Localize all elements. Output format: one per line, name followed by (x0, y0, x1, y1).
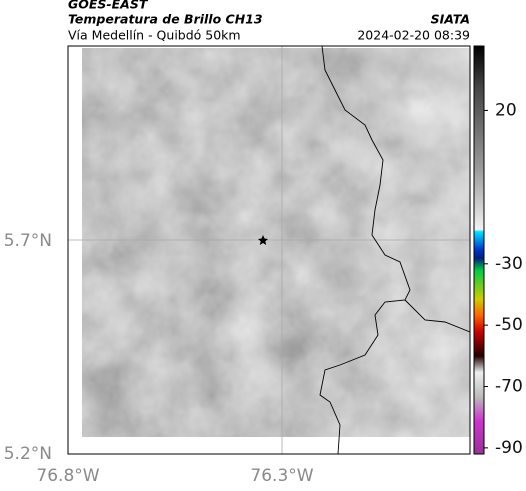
source: GOES-EAST (68, 0, 149, 12)
colorbar-tick-label: -90 (495, 438, 523, 458)
agency: SIATA (431, 12, 470, 27)
lon-label: 76.8°W (36, 466, 99, 486)
title: Temperatura de Brillo CH13 (68, 12, 263, 27)
colorbar-tick-label: 20 (495, 100, 517, 120)
colorbar-ticks: 20 -30 -50 -70 -90 (484, 100, 523, 458)
datetime: 2024-02-20 08:39 (357, 28, 470, 43)
colorbar-tick-label: -50 (495, 315, 523, 335)
lat-label: 5.2°N (4, 444, 52, 464)
map (68, 46, 470, 454)
map-frame (67, 45, 471, 455)
border (404, 299, 470, 333)
lon-label: 76.3°W (250, 466, 313, 486)
colorbar (473, 45, 485, 455)
shade (82, 48, 470, 437)
border (319, 46, 411, 454)
subtitle: Vía Medellín - Quibdó 50km (68, 28, 241, 43)
city-marker (258, 235, 268, 245)
colorbar-tick-label: -30 (495, 254, 523, 274)
colorbar-tick-label: -70 (495, 377, 523, 397)
lat-label: 5.7°N (4, 231, 52, 251)
